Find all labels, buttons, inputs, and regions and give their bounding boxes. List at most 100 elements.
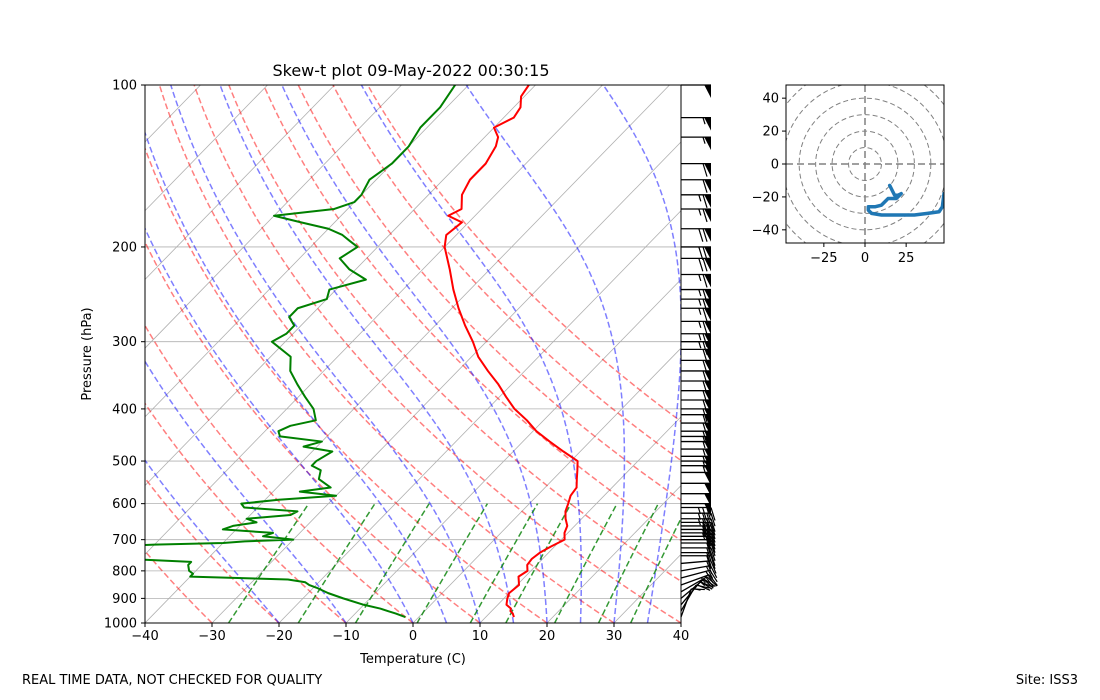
isotherm--100 <box>145 85 268 212</box>
wind-barb <box>680 588 705 618</box>
p-tick-label-500: 500 <box>112 455 137 470</box>
wind-barb-full <box>698 246 704 261</box>
wind-barb-half <box>702 456 706 464</box>
wind-barb-flag <box>704 117 711 131</box>
mixing-ratio-24 <box>597 503 659 623</box>
hodograph-y-tick-label-40: 40 <box>762 92 779 107</box>
wind-barb-full <box>705 566 714 579</box>
wind-barb-full <box>710 539 716 553</box>
wind-barb <box>681 518 716 532</box>
wind-barb-flag <box>704 381 711 395</box>
isotherm-30 <box>613 553 681 623</box>
wind-barb-full <box>706 547 712 562</box>
wind-barb-half <box>702 448 706 456</box>
wind-barb-full <box>708 574 718 586</box>
wind-barb-half <box>698 341 702 349</box>
wind-barb-staff <box>680 569 711 579</box>
x-tick-label-0: 0 <box>409 629 417 644</box>
wind-barb-half <box>702 436 706 444</box>
wind-barb-half <box>702 465 706 473</box>
isotherm-0 <box>412 347 681 623</box>
p-tick-label-400: 400 <box>112 402 137 417</box>
wind-barb-full <box>702 518 708 532</box>
skew-t-ticks: −40 −30 −20 −10 0 10 20 30 40 1000 900 800 700 600 500… <box>104 79 689 645</box>
wind-barb-full <box>698 258 704 272</box>
wind-barb-flag <box>704 228 711 242</box>
wind-barb-full <box>702 414 708 428</box>
wind-barb-flag <box>704 258 711 272</box>
wind-barb <box>681 117 711 131</box>
mixing-ratio-7 <box>469 503 539 623</box>
dry-adiabat--30 <box>145 549 213 623</box>
wind-barb <box>680 565 718 579</box>
wind-barb <box>681 246 711 261</box>
x-tick-label--20: −20 <box>265 629 292 644</box>
skew-t-data-lines <box>145 85 579 619</box>
site-label: Site: ISS3 <box>1015 673 1078 688</box>
wind-barb-half <box>698 274 702 282</box>
wind-barb-flag <box>704 137 711 151</box>
hodograph-y-tick-label-20: 20 <box>762 125 779 140</box>
wind-barb-staff <box>680 574 710 586</box>
wind-barb-flag <box>704 493 711 507</box>
wind-barb-half <box>702 441 706 449</box>
hodograph-ticks: −25 0 25 −40 −20 0 20 40 <box>752 92 915 266</box>
wind-barb <box>680 560 717 575</box>
wind-barb-full <box>697 584 711 591</box>
x-tick-label-40: 40 <box>673 629 690 644</box>
wind-barb-flag <box>704 321 711 335</box>
hodograph-y-tick-label--40: −40 <box>752 223 779 238</box>
wind-barb-flag <box>704 299 711 313</box>
x-tick-label-10: 10 <box>472 629 489 644</box>
wind-barb-flag <box>704 449 711 463</box>
x-tick-label-30: 30 <box>606 629 623 644</box>
wind-barb <box>681 228 711 242</box>
wind-barb-half <box>702 460 706 468</box>
wind-barb-half <box>698 298 702 306</box>
wind-barb-full <box>710 507 716 521</box>
wind-barb-full <box>706 555 712 569</box>
wind-barb-full <box>702 431 708 445</box>
wind-barb <box>681 455 711 470</box>
isotherm--40 <box>145 85 670 623</box>
temperature-line <box>443 85 579 618</box>
wind-barb <box>680 574 718 588</box>
moist-adiabat-0 <box>145 226 414 623</box>
wind-barb-full <box>702 522 708 536</box>
wind-barb-full <box>702 274 708 288</box>
dry-adiabat-0 <box>145 324 414 623</box>
wind-barb-flag <box>704 289 711 303</box>
wind-barb <box>681 482 711 497</box>
dry-adiabat-30 <box>158 85 615 623</box>
wind-barb-full <box>706 529 712 543</box>
isotherm--90 <box>145 85 335 280</box>
wind-barb-full <box>706 560 713 575</box>
hodograph-grid <box>786 85 944 243</box>
isotherm--110 <box>145 85 201 143</box>
wind-barb-flag <box>704 370 711 384</box>
wind-barb-flag <box>704 360 711 374</box>
wind-barb-full <box>702 246 708 261</box>
wind-barb-flag <box>704 308 711 322</box>
p-tick-label-1000: 1000 <box>104 617 137 632</box>
hodograph-trace <box>866 183 944 217</box>
wind-barb-flag <box>704 503 711 517</box>
wind-barb-full <box>702 399 708 414</box>
isotherm--30 <box>211 141 681 623</box>
hodograph-grid-clip <box>786 85 944 243</box>
wind-barb <box>681 493 711 507</box>
wind-barb-half <box>698 194 702 202</box>
wind-barb-full <box>702 258 708 272</box>
mixing-ratio-16 <box>553 503 618 623</box>
p-tick-label-200: 200 <box>112 240 137 255</box>
wind-barb-full <box>706 518 712 532</box>
wind-barb-flag <box>704 399 711 413</box>
wind-barb-flag <box>704 163 711 177</box>
wind-barb-full <box>702 163 708 177</box>
wind-barb-full <box>706 522 712 536</box>
wind-barb-half <box>698 289 702 297</box>
wind-barb-full <box>702 578 714 589</box>
wind-barb-flag <box>704 246 711 260</box>
x-axis-label: Temperature (C) <box>359 652 466 667</box>
